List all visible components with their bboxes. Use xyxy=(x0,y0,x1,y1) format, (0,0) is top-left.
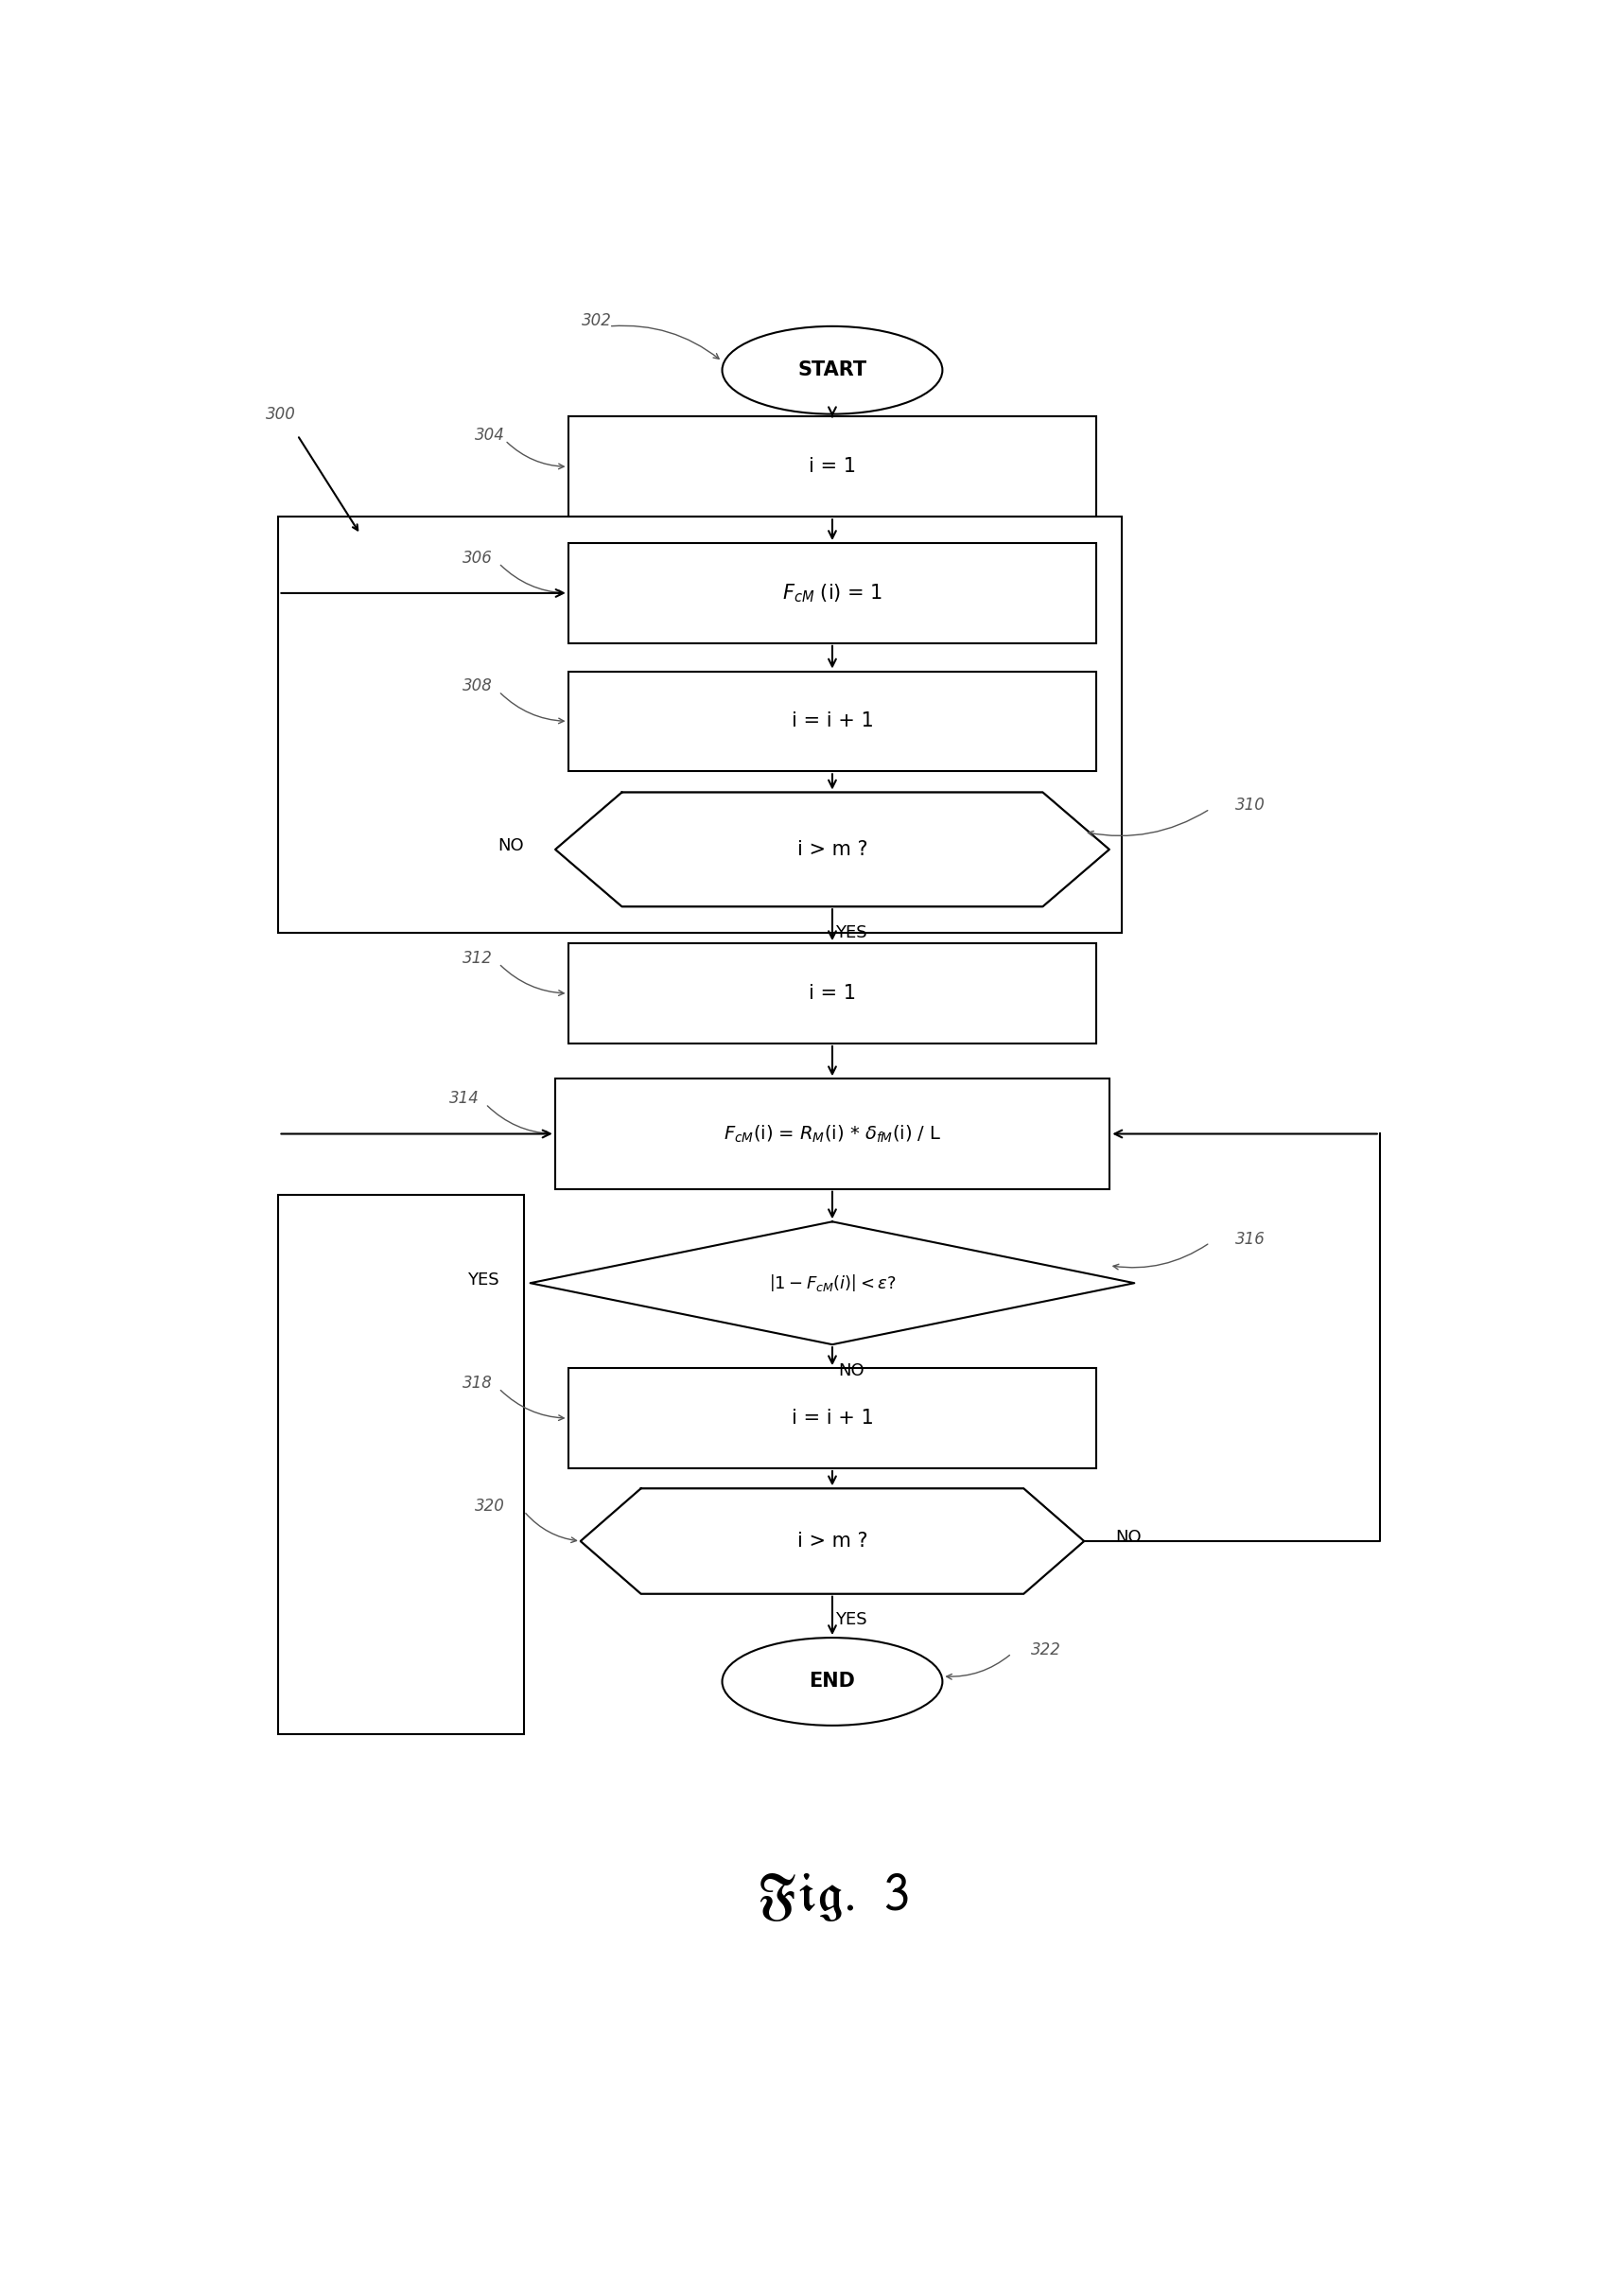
Text: 308: 308 xyxy=(463,677,492,695)
Text: 316: 316 xyxy=(1234,1231,1265,1247)
Text: YES: YES xyxy=(835,1612,867,1628)
Text: END: END xyxy=(809,1671,856,1692)
Text: 300: 300 xyxy=(266,406,296,422)
Bar xyxy=(568,944,1096,1044)
Text: START: START xyxy=(797,360,867,378)
Polygon shape xyxy=(555,793,1109,907)
Text: YES: YES xyxy=(468,1270,499,1288)
Bar xyxy=(279,518,1122,933)
Text: NO: NO xyxy=(838,1361,864,1379)
Text: 314: 314 xyxy=(450,1090,479,1108)
Ellipse shape xyxy=(723,1637,942,1726)
Bar xyxy=(568,1368,1096,1468)
Bar xyxy=(568,417,1096,518)
Bar xyxy=(279,1195,525,1735)
Text: 320: 320 xyxy=(474,1498,505,1514)
Polygon shape xyxy=(529,1222,1134,1345)
Text: NO: NO xyxy=(1116,1530,1142,1546)
Text: 310: 310 xyxy=(1234,798,1265,814)
Text: 318: 318 xyxy=(463,1375,492,1391)
Text: i > m ?: i > m ? xyxy=(797,1532,867,1550)
Text: i = 1: i = 1 xyxy=(809,985,856,1003)
Text: YES: YES xyxy=(835,923,867,942)
Text: 306: 306 xyxy=(463,549,492,565)
Text: i > m ?: i > m ? xyxy=(797,839,867,860)
Text: 312: 312 xyxy=(463,951,492,967)
Text: i = i + 1: i = i + 1 xyxy=(791,1409,874,1427)
Bar xyxy=(568,670,1096,771)
Text: 302: 302 xyxy=(581,312,611,331)
Text: $F_{cM}$(i) = $R_M$(i) * $\delta_{fM}$(i) / L: $F_{cM}$(i) = $R_M$(i) * $\delta_{fM}$(i… xyxy=(723,1124,942,1145)
Text: i = 1: i = 1 xyxy=(809,458,856,477)
Text: $\mathfrak{Fig.\ 3}$: $\mathfrak{Fig.\ 3}$ xyxy=(757,1872,908,1924)
Text: $F_{cM}$ (i) = 1: $F_{cM}$ (i) = 1 xyxy=(783,581,882,604)
Text: 322: 322 xyxy=(1031,1642,1060,1658)
Ellipse shape xyxy=(723,326,942,415)
Text: $\left|1 - F_{cM}(i)\right| < \varepsilon$?: $\left|1 - F_{cM}(i)\right| < \varepsilo… xyxy=(768,1272,896,1293)
Polygon shape xyxy=(581,1489,1085,1594)
Text: i = i + 1: i = i + 1 xyxy=(791,711,874,730)
Text: 304: 304 xyxy=(474,426,505,445)
Bar xyxy=(568,543,1096,643)
Bar xyxy=(555,1078,1109,1188)
Text: NO: NO xyxy=(499,837,525,855)
